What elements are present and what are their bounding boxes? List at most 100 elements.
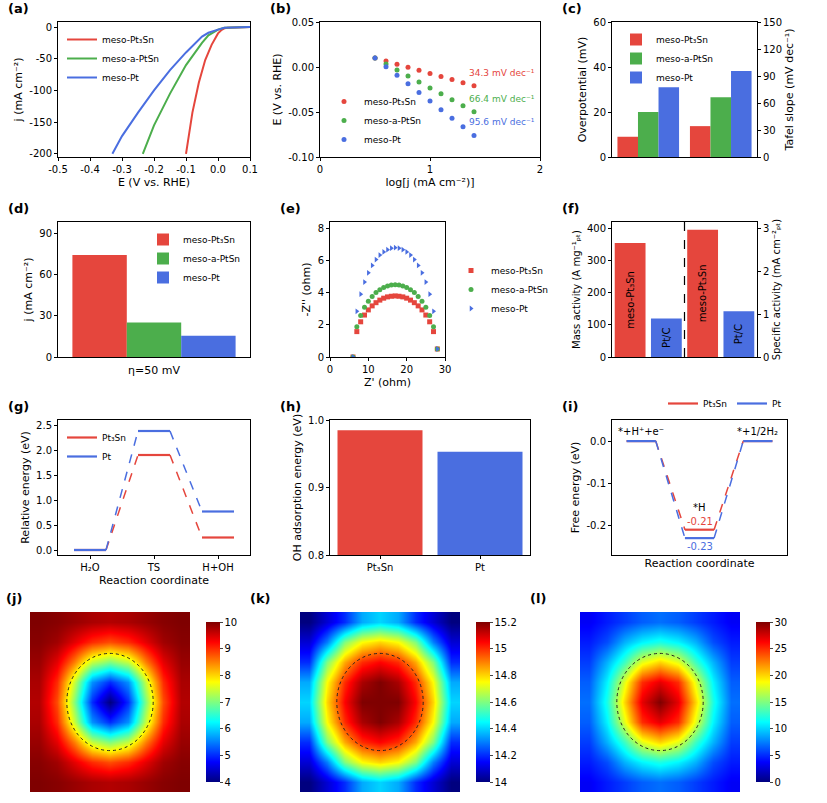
svg-text:60: 60 bbox=[593, 17, 606, 28]
svg-text:0: 0 bbox=[46, 22, 52, 33]
svg-text:meso-Pt₃Sn: meso-Pt₃Sn bbox=[364, 97, 416, 107]
svg-text:0.0: 0.0 bbox=[590, 436, 606, 447]
svg-text:10: 10 bbox=[225, 617, 238, 628]
svg-text:meso-Pt: meso-Pt bbox=[102, 73, 139, 83]
svg-text:Reaction coordinate: Reaction coordinate bbox=[99, 574, 209, 587]
svg-text:3: 3 bbox=[763, 223, 769, 234]
svg-text:4: 4 bbox=[318, 287, 324, 298]
svg-text:8: 8 bbox=[318, 223, 324, 234]
svg-text:Z' (ohm): Z' (ohm) bbox=[364, 376, 411, 389]
svg-text:1.0: 1.0 bbox=[308, 415, 324, 426]
svg-text:Relative energy (eV): Relative energy (eV) bbox=[19, 431, 32, 544]
svg-text:(k): (k) bbox=[250, 591, 271, 606]
svg-text:-0.1: -0.1 bbox=[586, 478, 606, 489]
svg-text:Pt₃Sn: Pt₃Sn bbox=[367, 562, 394, 573]
svg-text:20: 20 bbox=[593, 107, 606, 118]
svg-text:meso-Pt: meso-Pt bbox=[656, 73, 693, 83]
svg-text:0: 0 bbox=[46, 352, 52, 363]
svg-text:8: 8 bbox=[225, 670, 231, 681]
svg-text:(l): (l) bbox=[530, 591, 546, 606]
svg-text:-150: -150 bbox=[29, 117, 52, 128]
svg-text:meso-Pt₃Sn: meso-Pt₃Sn bbox=[183, 235, 235, 245]
svg-text:60: 60 bbox=[39, 269, 52, 280]
svg-text:meso-a-PtSn: meso-a-PtSn bbox=[364, 116, 421, 126]
svg-text:(i): (i) bbox=[562, 399, 578, 414]
svg-text:Tafel slope (mV dec⁻¹): Tafel slope (mV dec⁻¹) bbox=[783, 29, 796, 152]
svg-text:(g): (g) bbox=[8, 399, 29, 414]
svg-text:150: 150 bbox=[763, 17, 782, 28]
svg-text:10: 10 bbox=[362, 364, 375, 375]
svg-text:meso-Pt₃Sn: meso-Pt₃Sn bbox=[491, 266, 543, 276]
svg-text:η=50 mV: η=50 mV bbox=[128, 364, 180, 377]
svg-text:0.8: 0.8 bbox=[308, 550, 324, 561]
svg-text:*+1/2H₂: *+1/2H₂ bbox=[737, 426, 778, 437]
svg-text:(f): (f) bbox=[562, 201, 580, 216]
svg-text:Pt: Pt bbox=[102, 452, 111, 462]
svg-text:15.2: 15.2 bbox=[495, 617, 517, 628]
svg-text:-50: -50 bbox=[36, 53, 52, 64]
svg-text:0.1: 0.1 bbox=[242, 164, 258, 175]
svg-text:15: 15 bbox=[775, 697, 788, 708]
svg-text:OH adsorption energy (eV): OH adsorption energy (eV) bbox=[291, 414, 304, 561]
svg-text:1: 1 bbox=[763, 309, 769, 320]
svg-text:0: 0 bbox=[763, 152, 769, 163]
svg-text:Pt: Pt bbox=[475, 562, 485, 573]
svg-text:meso-Pt₃Sn: meso-Pt₃Sn bbox=[656, 35, 708, 45]
svg-text:-Z'' (ohm): -Z'' (ohm) bbox=[300, 262, 313, 316]
svg-text:1.5: 1.5 bbox=[36, 470, 52, 481]
svg-text:10: 10 bbox=[775, 723, 788, 734]
svg-text:4: 4 bbox=[225, 777, 231, 788]
svg-text:0: 0 bbox=[600, 352, 606, 363]
svg-text:100: 100 bbox=[587, 319, 606, 330]
svg-text:120: 120 bbox=[763, 44, 782, 55]
svg-text:0.00: 0.00 bbox=[292, 62, 314, 73]
svg-text:-0.2: -0.2 bbox=[586, 520, 606, 531]
svg-text:TS: TS bbox=[147, 562, 160, 573]
svg-text:j (mA cm⁻²): j (mA cm⁻²) bbox=[22, 258, 35, 323]
svg-text:66.4 mV dec⁻¹: 66.4 mV dec⁻¹ bbox=[469, 94, 535, 104]
svg-text:90: 90 bbox=[763, 71, 776, 82]
svg-text:2: 2 bbox=[537, 164, 543, 175]
svg-text:meso-Pt₃Sn: meso-Pt₃Sn bbox=[625, 271, 636, 329]
svg-text:0.0: 0.0 bbox=[210, 164, 226, 175]
svg-text:5: 5 bbox=[775, 750, 781, 761]
svg-text:40: 40 bbox=[593, 62, 606, 73]
svg-text:Overpotential (mV): Overpotential (mV) bbox=[576, 37, 589, 143]
svg-text:1.0: 1.0 bbox=[36, 495, 52, 506]
svg-text:Reaction coordinate: Reaction coordinate bbox=[645, 557, 755, 570]
svg-text:30: 30 bbox=[439, 364, 452, 375]
svg-text:*H: *H bbox=[693, 502, 706, 513]
svg-text:-0.2: -0.2 bbox=[144, 164, 164, 175]
svg-text:-0.4: -0.4 bbox=[80, 164, 100, 175]
svg-text:-0.1: -0.1 bbox=[176, 164, 196, 175]
svg-text:2.0: 2.0 bbox=[36, 445, 52, 456]
svg-text:14: 14 bbox=[495, 777, 508, 788]
svg-text:20: 20 bbox=[775, 670, 788, 681]
svg-text:meso-Pt₃Sn: meso-Pt₃Sn bbox=[102, 35, 154, 45]
svg-text:0.0: 0.0 bbox=[36, 545, 52, 556]
svg-text:meso-Pt: meso-Pt bbox=[364, 135, 401, 145]
svg-text:(c): (c) bbox=[562, 1, 582, 16]
svg-text:7: 7 bbox=[225, 697, 231, 708]
svg-text:meso-Pt: meso-Pt bbox=[183, 273, 220, 283]
svg-text:Pt₃Sn: Pt₃Sn bbox=[703, 399, 727, 409]
svg-text:-0.23: -0.23 bbox=[687, 541, 713, 552]
svg-text:14.8: 14.8 bbox=[495, 670, 517, 681]
svg-text:25: 25 bbox=[775, 643, 788, 654]
svg-text:20: 20 bbox=[400, 364, 413, 375]
svg-text:95.6 mV dec⁻¹: 95.6 mV dec⁻¹ bbox=[469, 117, 535, 127]
svg-text:j (mA cm⁻²): j (mA cm⁻²) bbox=[12, 58, 25, 123]
svg-text:Specific activity (mA cm⁻²ₚₜ): Specific activity (mA cm⁻²ₚₜ) bbox=[771, 219, 782, 361]
svg-text:6: 6 bbox=[318, 255, 324, 266]
svg-text:E (V vs. RHE): E (V vs. RHE) bbox=[271, 53, 284, 125]
svg-text:Pt: Pt bbox=[772, 399, 781, 409]
svg-text:14.2: 14.2 bbox=[495, 750, 517, 761]
svg-text:Pt/C: Pt/C bbox=[661, 328, 672, 348]
svg-text:0: 0 bbox=[763, 352, 769, 363]
svg-text:meso-a-PtSn: meso-a-PtSn bbox=[656, 54, 713, 64]
svg-text:30: 30 bbox=[775, 617, 788, 628]
svg-text:Free energy (eV): Free energy (eV) bbox=[569, 442, 582, 534]
svg-text:meso-Pt: meso-Pt bbox=[491, 304, 528, 314]
svg-text:2: 2 bbox=[318, 319, 324, 330]
svg-text:(a): (a) bbox=[8, 1, 29, 16]
